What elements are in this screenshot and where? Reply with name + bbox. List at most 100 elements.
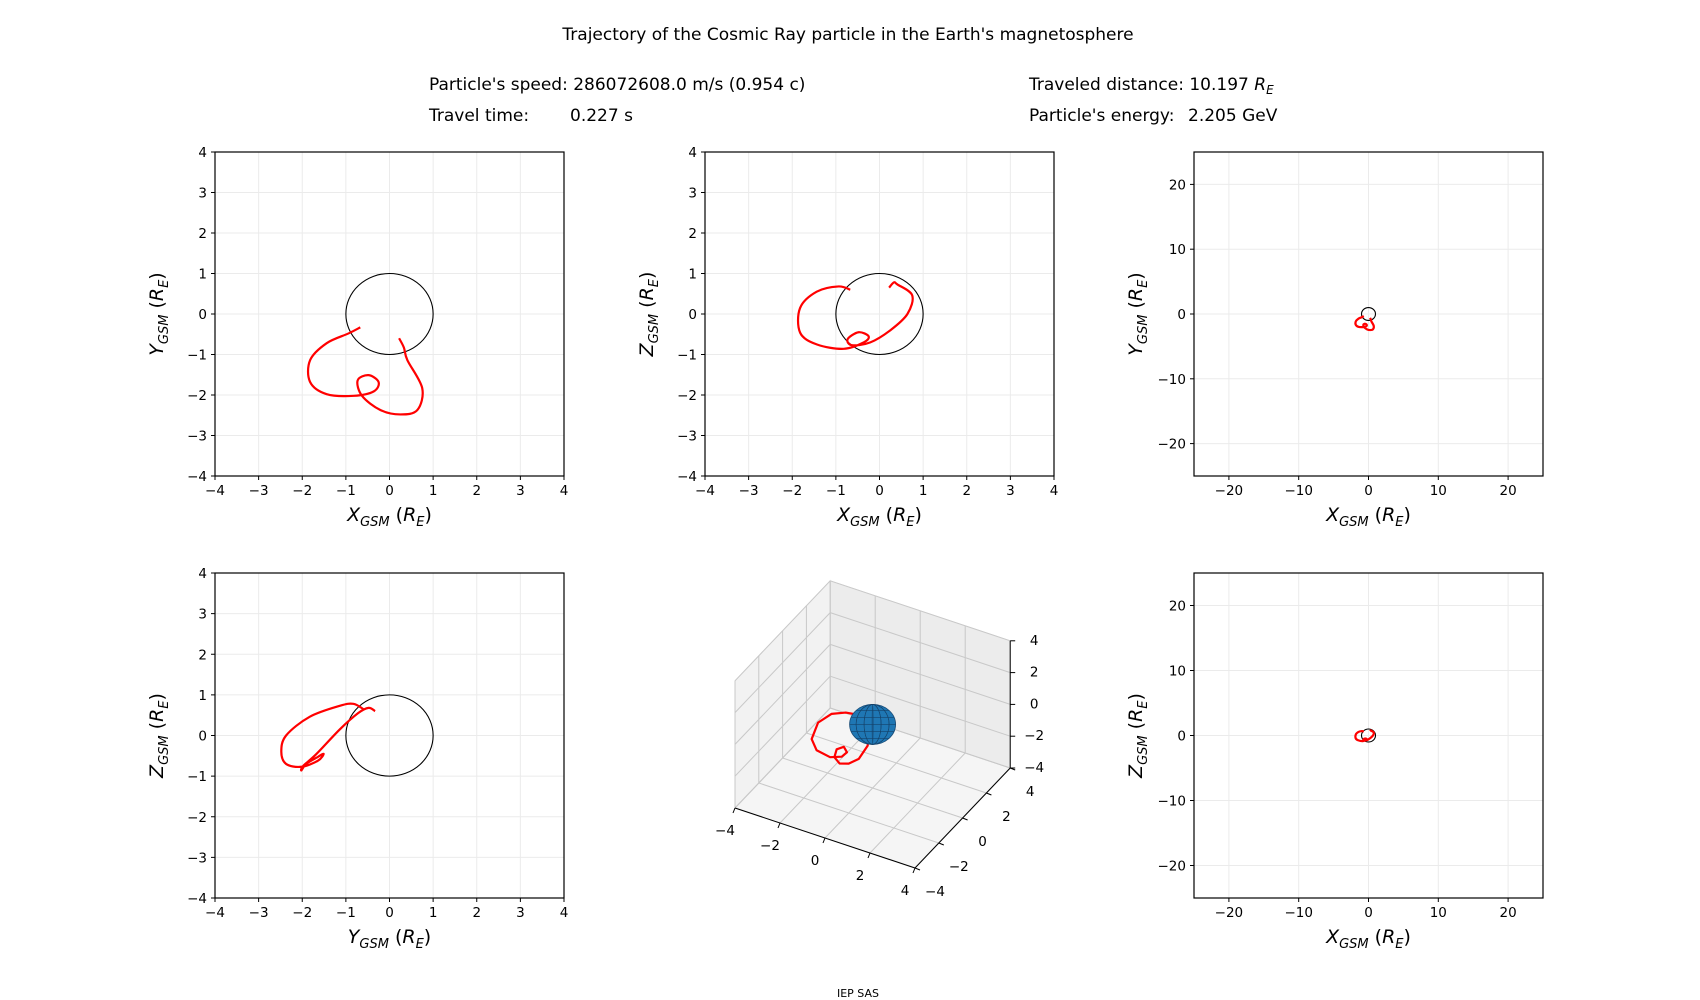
x-axis-label-part: ) <box>425 504 432 526</box>
x-axis-label-part: GSM <box>850 515 880 530</box>
x-tick-label: −2 <box>292 905 312 921</box>
x-axis-label-part: GSM <box>1339 937 1369 952</box>
y-axis-label-part: GSM <box>1136 315 1151 345</box>
x-tick-label: −2 <box>292 483 312 499</box>
distance-prefix: Traveled distance: 10.197 <box>1028 75 1254 95</box>
x-tick-label: 0 <box>1364 905 1373 921</box>
y-axis-label: YGSM (RE) <box>1125 272 1151 355</box>
y-axis-label-part: GSM <box>1136 735 1151 765</box>
x-tick-mark <box>867 852 871 859</box>
axes-frame <box>1193 572 1544 899</box>
y-axis-label-part: ) <box>1125 272 1147 279</box>
y-axis-label-part: R <box>1125 288 1147 301</box>
grid-line-3d <box>830 580 1011 642</box>
y-tick-label: 4 <box>688 145 697 161</box>
grid-line-3d <box>830 612 1011 674</box>
y-tick-label: 10 <box>1169 242 1186 258</box>
y-axis-label-part: R <box>636 287 658 300</box>
y-tick-label: 0 <box>1177 307 1186 323</box>
x-tick-label: 4 <box>1050 483 1059 499</box>
x-axis-label-part: E <box>906 515 915 530</box>
x-tick-label: −1 <box>826 483 846 499</box>
y-tick-label: −3 <box>677 429 697 445</box>
x-axis-label: XGSM (RE) <box>1325 504 1411 530</box>
x-axis-label-part: ) <box>1404 926 1411 948</box>
y-tick-label: −10 <box>1158 372 1187 388</box>
x-tick-label: −10 <box>1284 483 1313 499</box>
x-tick-label: −3 <box>249 483 269 499</box>
y-axis-label: ZGSM (RE) <box>1125 693 1151 779</box>
y-tick-label: −4 <box>925 884 945 900</box>
figure-title: Trajectory of the Cosmic Ray particle in… <box>561 25 1133 45</box>
energy-label: Particle's energy: <box>1029 106 1174 126</box>
y-tick-label: −4 <box>187 891 207 907</box>
y-tick-label: 1 <box>688 267 697 283</box>
x-tick-label: −20 <box>1215 905 1244 921</box>
y-axis-label-part: Z <box>636 342 658 357</box>
x-tick-label: 4 <box>901 883 910 899</box>
y-tick-label: −1 <box>677 348 697 364</box>
x-axis-label-part: X <box>346 504 361 526</box>
x-axis-label-part: R <box>1382 504 1395 526</box>
y-tick-label: −4 <box>187 469 207 485</box>
x-axis-label-part: ) <box>1404 504 1411 526</box>
x-tick-label: −2 <box>760 838 780 854</box>
y-axis-label-part: R <box>146 709 168 722</box>
x-axis-label-part: ) <box>915 504 922 526</box>
x-tick-label: 20 <box>1500 905 1517 921</box>
y-tick-label: 4 <box>198 566 207 582</box>
z-tick-label: 2 <box>1030 665 1039 681</box>
y-axis-label: ZGSM (RE) <box>636 272 662 358</box>
x-tick-label: −10 <box>1284 905 1313 921</box>
distance-unit: R <box>1254 75 1266 95</box>
y-tick-label: −4 <box>677 469 697 485</box>
x-tick-label: 2 <box>472 483 481 499</box>
y-axis-label: ZGSM (RE) <box>146 693 172 779</box>
z-tick-label: 0 <box>1030 696 1039 712</box>
y-axis-label-part: ) <box>636 272 658 279</box>
x-tick-label: −4 <box>205 483 225 499</box>
y-tick-label: 4 <box>198 145 207 161</box>
x-axis-label-part: GSM <box>359 937 389 952</box>
y-axis-label-part: Y <box>1125 343 1147 356</box>
travel-time-value: 0.227 s <box>570 106 633 126</box>
x-axis-label-part: Y <box>348 926 361 948</box>
y-tick-label: 20 <box>1169 177 1186 193</box>
y-axis-label-part: E <box>157 279 172 288</box>
grid-line-3d <box>806 732 987 794</box>
x-axis-label-part: R <box>403 504 416 526</box>
earth-outline <box>1360 728 1377 743</box>
footer-credit: IEP SAS <box>837 987 879 1000</box>
y-tick-label: 0 <box>688 307 697 323</box>
x-axis-label-part: X <box>836 504 851 526</box>
y-tick-label: 0 <box>198 729 207 745</box>
x-axis-label-part: ( <box>1369 504 1382 526</box>
earth-outline <box>345 272 434 356</box>
x-axis-label-part: ( <box>1369 926 1382 948</box>
axes-frame <box>704 151 1055 477</box>
trajectory-line <box>796 281 914 350</box>
y-tick-label: 20 <box>1169 599 1186 615</box>
y-tick-label: 10 <box>1169 664 1186 680</box>
x-tick-label: 10 <box>1430 483 1447 499</box>
y-tick-label: 0 <box>978 834 987 850</box>
x-tick-label: 4 <box>560 905 569 921</box>
x-axis-label-part: X <box>1325 926 1340 948</box>
x-axis-label-part: X <box>1325 504 1340 526</box>
y-axis-label-part: E <box>1136 700 1151 709</box>
x-tick-label: −3 <box>739 483 759 499</box>
y-tick-label: 0 <box>198 307 207 323</box>
y-axis-label-part: Z <box>1125 764 1147 779</box>
x-tick-label: 0 <box>811 853 820 869</box>
distance-text: Traveled distance: 10.197 RE <box>1028 75 1274 97</box>
grid-line-3d <box>869 752 966 854</box>
earth-outline <box>1360 306 1377 322</box>
x-axis-label-part: ( <box>390 504 403 526</box>
earth-outline <box>345 694 434 777</box>
grid-line-3d <box>782 757 963 819</box>
x-axis-label: XGSM (RE) <box>1325 926 1411 952</box>
x-axis-label-part: R <box>1382 926 1395 948</box>
